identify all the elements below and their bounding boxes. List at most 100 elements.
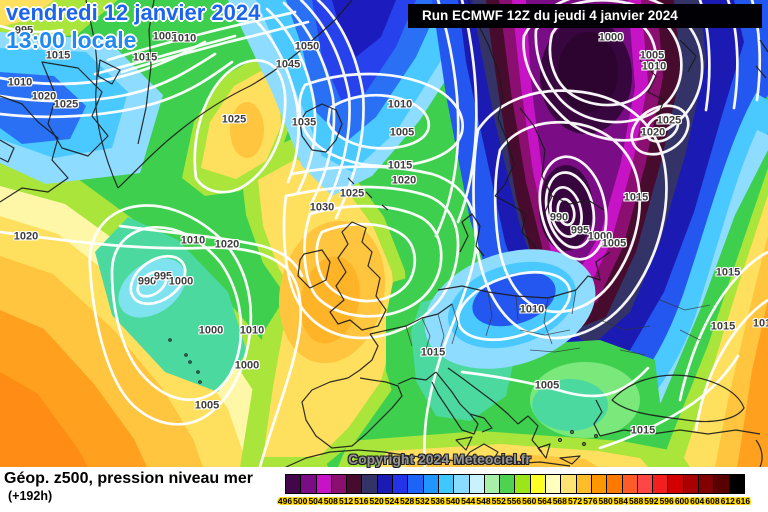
- scale-tick-value: 548: [476, 496, 491, 506]
- pressure-label: 995: [570, 224, 590, 237]
- pressure-label: 1005: [534, 379, 560, 392]
- scale-swatch: [698, 475, 714, 493]
- scale-tick-value: 520: [369, 496, 384, 506]
- scale-swatch: [499, 475, 515, 493]
- scale-swatch: [437, 475, 454, 493]
- scale-tick-value: 556: [506, 496, 522, 506]
- pressure-label: 995: [14, 24, 34, 37]
- scale-tick-value: 532: [415, 496, 430, 506]
- pressure-label: 1005: [389, 126, 415, 139]
- pressure-label: 1005: [639, 49, 665, 62]
- scale-tick-value: 572: [567, 496, 583, 506]
- scale-swatch: [315, 475, 331, 493]
- scale-tick-value: 540: [445, 496, 461, 506]
- scale-swatch: [483, 475, 500, 493]
- pressure-label: 1000: [234, 359, 260, 372]
- scale-tick-value: 524: [384, 496, 399, 506]
- scale-swatch: [514, 475, 530, 493]
- pressure-label: 990: [137, 275, 157, 288]
- country-borders: [405, 289, 711, 357]
- scale-swatch: [590, 475, 607, 493]
- pressure-label: 1020: [640, 126, 666, 139]
- scale-tick-value: 544: [461, 496, 476, 506]
- pressure-label: 1015: [715, 266, 741, 279]
- scale-tick-value: 616: [735, 496, 751, 506]
- pressure-label: 1010: [7, 76, 33, 89]
- pressure-label: 1010: [239, 324, 265, 337]
- color-scale-ticks: 496 500 504 508 512 516 520 524 528 532 536 540 544 5…: [278, 496, 750, 508]
- pressure-label: 1020: [13, 230, 39, 243]
- pressure-label: 1000: [587, 230, 613, 243]
- coastlines: [0, 0, 768, 467]
- pressure-label: 1000: [198, 324, 224, 337]
- scale-swatch: [545, 475, 561, 493]
- scale-tick-value: 580: [598, 496, 613, 506]
- pressure-label: 1030: [309, 201, 335, 214]
- scale-swatch: [713, 475, 729, 493]
- scale-swatch: [407, 475, 423, 493]
- scale-swatch: [286, 475, 301, 493]
- scale-swatch: [346, 475, 362, 493]
- model-run-banner: Run ECMWF 12Z du jeudi 4 janvier 2024: [408, 4, 762, 28]
- scale-swatch: [392, 475, 408, 493]
- scale-swatch: [300, 475, 316, 493]
- scale-tick-value: 516: [354, 496, 369, 506]
- pressure-label: 1025: [221, 113, 247, 126]
- scale-swatch: [376, 475, 393, 493]
- weather-map: [0, 0, 768, 467]
- pressure-label: 1015: [420, 346, 446, 359]
- pressure-labels-layer: 995 1015 1010 1020 1025 1005 1010 1015 1050 1045 1…: [7, 24, 768, 437]
- pressure-label: 1010: [641, 60, 667, 73]
- scale-tick-value: 560: [522, 496, 537, 506]
- pressure-label: 101: [752, 317, 768, 330]
- pressure-label: 1020: [214, 238, 240, 251]
- color-scale: [285, 474, 745, 494]
- legend-title: Géop. z500, pression niveau mer: [4, 470, 253, 487]
- scale-swatch: [682, 475, 699, 493]
- scale-tick-value: 512: [338, 496, 354, 506]
- scale-swatch: [636, 475, 653, 493]
- pressure-label: 1015: [623, 191, 649, 204]
- pressure-label: 1000: [168, 275, 194, 288]
- pressure-label: 995: [153, 270, 173, 283]
- scale-tick-value: 576: [583, 496, 598, 506]
- scale-tick-value: 504: [308, 496, 323, 506]
- copyright-text: Copyright 2024 Meteociel.fr: [348, 451, 531, 467]
- pressure-label: 1020: [31, 90, 57, 103]
- pressure-label: 1015: [132, 51, 158, 64]
- map-canvas: [0, 0, 768, 467]
- scale-tick-value: 500: [293, 496, 308, 506]
- scale-swatch: [453, 475, 469, 493]
- scale-tick-value: 584: [613, 496, 628, 506]
- scale-tick-value: 592: [644, 496, 659, 506]
- pressure-label: 1010: [171, 32, 197, 45]
- pressure-label: 1045: [275, 58, 301, 71]
- scale-tick-value: 528: [400, 496, 415, 506]
- pressure-label: 1010: [519, 303, 545, 316]
- pressure-label: 1025: [339, 187, 365, 200]
- scale-tick-value: 604: [690, 496, 705, 506]
- scale-swatch: [468, 475, 484, 493]
- isobar-contours: [0, 0, 768, 467]
- scale-swatch: [667, 475, 683, 493]
- scale-tick-value: 496: [277, 496, 293, 506]
- scale-tick-value: 564: [537, 496, 552, 506]
- scale-tick-value: 600: [674, 496, 690, 506]
- pressure-label: 1020: [391, 174, 417, 187]
- scale-tick-value: 608: [705, 496, 720, 506]
- pressure-label: 1050: [294, 40, 320, 53]
- legend-bar: Géop. z500, pression niveau mer (+192h) …: [0, 467, 768, 512]
- pressure-label: 990: [549, 211, 569, 224]
- pressure-label: 1015: [387, 159, 413, 172]
- pressure-label: 1035: [291, 116, 317, 129]
- scale-swatch: [652, 475, 668, 493]
- scale-swatch: [621, 475, 637, 493]
- pressure-label: 1000: [598, 31, 624, 44]
- pressure-label: 1015: [630, 424, 656, 437]
- pressure-label: 1015: [710, 320, 736, 333]
- scale-swatch: [361, 475, 377, 493]
- pressure-label: 1025: [53, 98, 79, 111]
- scale-swatch: [330, 475, 347, 493]
- scale-tick-value: 568: [552, 496, 567, 506]
